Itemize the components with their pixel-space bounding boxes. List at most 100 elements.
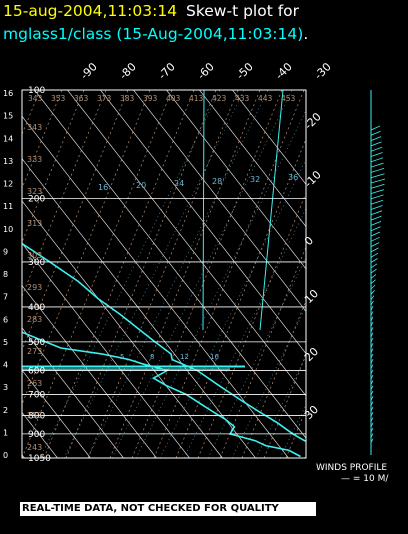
quality-banner: REAL-TIME DATA, NOT CHECKED FOR QUALITY [20,502,316,516]
mixing-ratio-label: 32 [250,175,260,184]
pressure-tick-label: 100 [28,86,45,96]
wind-barb [370,311,374,316]
dry-adiabat-line [197,191,306,458]
wind-barb [370,364,374,369]
wind-barb [370,406,374,412]
wind-barb [370,242,380,247]
wind-barb [370,130,381,136]
mixing-ratio-label: 5 [120,353,124,361]
dry-adiabat-line [22,90,107,298]
mixing-ratio-line [63,90,245,458]
pressure-tick-label: 400 [28,303,45,313]
isotherm-line [166,90,306,270]
wind-barb [370,146,383,152]
mixing-ratio-line [303,453,306,458]
wind-barb [370,258,378,263]
theta-label: 263 [27,379,42,388]
dry-adiabat-line [22,90,173,458]
theta-label: 393 [143,94,158,103]
theta-label: 283 [27,315,42,324]
isotherm-line [67,90,306,397]
wind-barb [370,215,382,221]
plot-area: 1002003004005006007008009001050012345678… [3,60,408,464]
wind-barb [370,401,374,406]
plot-frame [21,89,307,459]
wind-barb [370,390,374,396]
mixing-ratio-line [231,305,306,458]
theta-label: 453 [281,94,296,103]
height-tick-label: 6 [3,315,8,324]
dry-adiabat-line [175,138,306,458]
wind-barb [370,236,380,242]
height-tick-label: 8 [3,270,8,279]
wind-barb [370,194,384,200]
height-tick-label: 10 [3,225,13,234]
wind-barb [370,178,386,184]
wind-barb [370,369,374,374]
wind-barb [370,300,374,306]
wind-barb [370,162,384,168]
wind-barb [370,168,385,173]
wind-barb [370,136,382,141]
isotherm-line [199,90,306,228]
theta-label: 383 [120,94,135,103]
wind-barb [370,199,384,205]
temperature-tick-label: -50 [234,60,256,82]
winds-scale-label: — = 10 M/ [341,474,389,484]
isotherm-line [100,90,306,355]
date-label: 15-aug-2004,11:03:14 [3,2,178,20]
winds-profile-title: WINDS PROFILE [316,463,387,473]
wind-barb [370,125,381,131]
dry-adiabat-line [22,90,129,352]
mixing-ratio-line [183,207,306,458]
height-tick-label: 4 [3,361,8,370]
height-tick-label: 3 [3,383,8,392]
height-tick-label: 16 [3,89,13,98]
wind-barb [370,396,374,401]
wind-barb [370,157,384,163]
theta-label: 343 [28,94,43,103]
wind-barb [370,316,374,321]
wind-barb [370,279,376,284]
height-tick-label: 1 [3,428,8,437]
pressure-tick-label: 500 [28,338,45,348]
isotherm-line [22,284,157,458]
dry-adiabat-line [396,90,408,458]
height-tick-label: 5 [3,338,8,347]
wind-barb [370,274,377,279]
temperature-tick-label: -80 [117,60,139,82]
mixing-ratio-label: 28 [212,177,222,186]
isotherm-line [22,242,190,458]
mixing-ratio-line [255,354,306,458]
temperature-tick-label: 0 [302,234,316,248]
plot-inner [22,90,408,458]
temperature-tick-label: 30 [302,403,321,422]
dry-adiabat-line [263,353,306,458]
dry-adiabat-line [285,407,306,458]
wind-barb [370,295,375,300]
wind-barb [370,380,374,385]
wind-barb [370,284,376,290]
temperature-tick-label: -90 [78,60,100,82]
wind-barb [370,321,374,327]
temperature-tick-label: 20 [302,345,321,364]
wind-barb [370,417,374,422]
dry-adiabat-line [22,90,63,190]
wind-barb [370,353,374,359]
isotherm-line [22,158,256,458]
wind-barb [370,152,383,157]
wind-barb [370,433,374,438]
height-tick-label: 11 [3,202,13,211]
height-tick-label: 12 [3,180,13,189]
isotherm-line [133,90,306,312]
dry-adiabat-line [219,245,306,458]
mixing-ratio-label: 8 [150,353,154,361]
isotherm-line [22,369,91,458]
dry-adiabat-line [308,90,408,458]
wind-barb [370,210,383,216]
temperature-tick-label: -10 [302,168,324,190]
reference-line [259,90,284,331]
theta-label: 293 [27,283,42,292]
wind-barb [370,290,375,295]
